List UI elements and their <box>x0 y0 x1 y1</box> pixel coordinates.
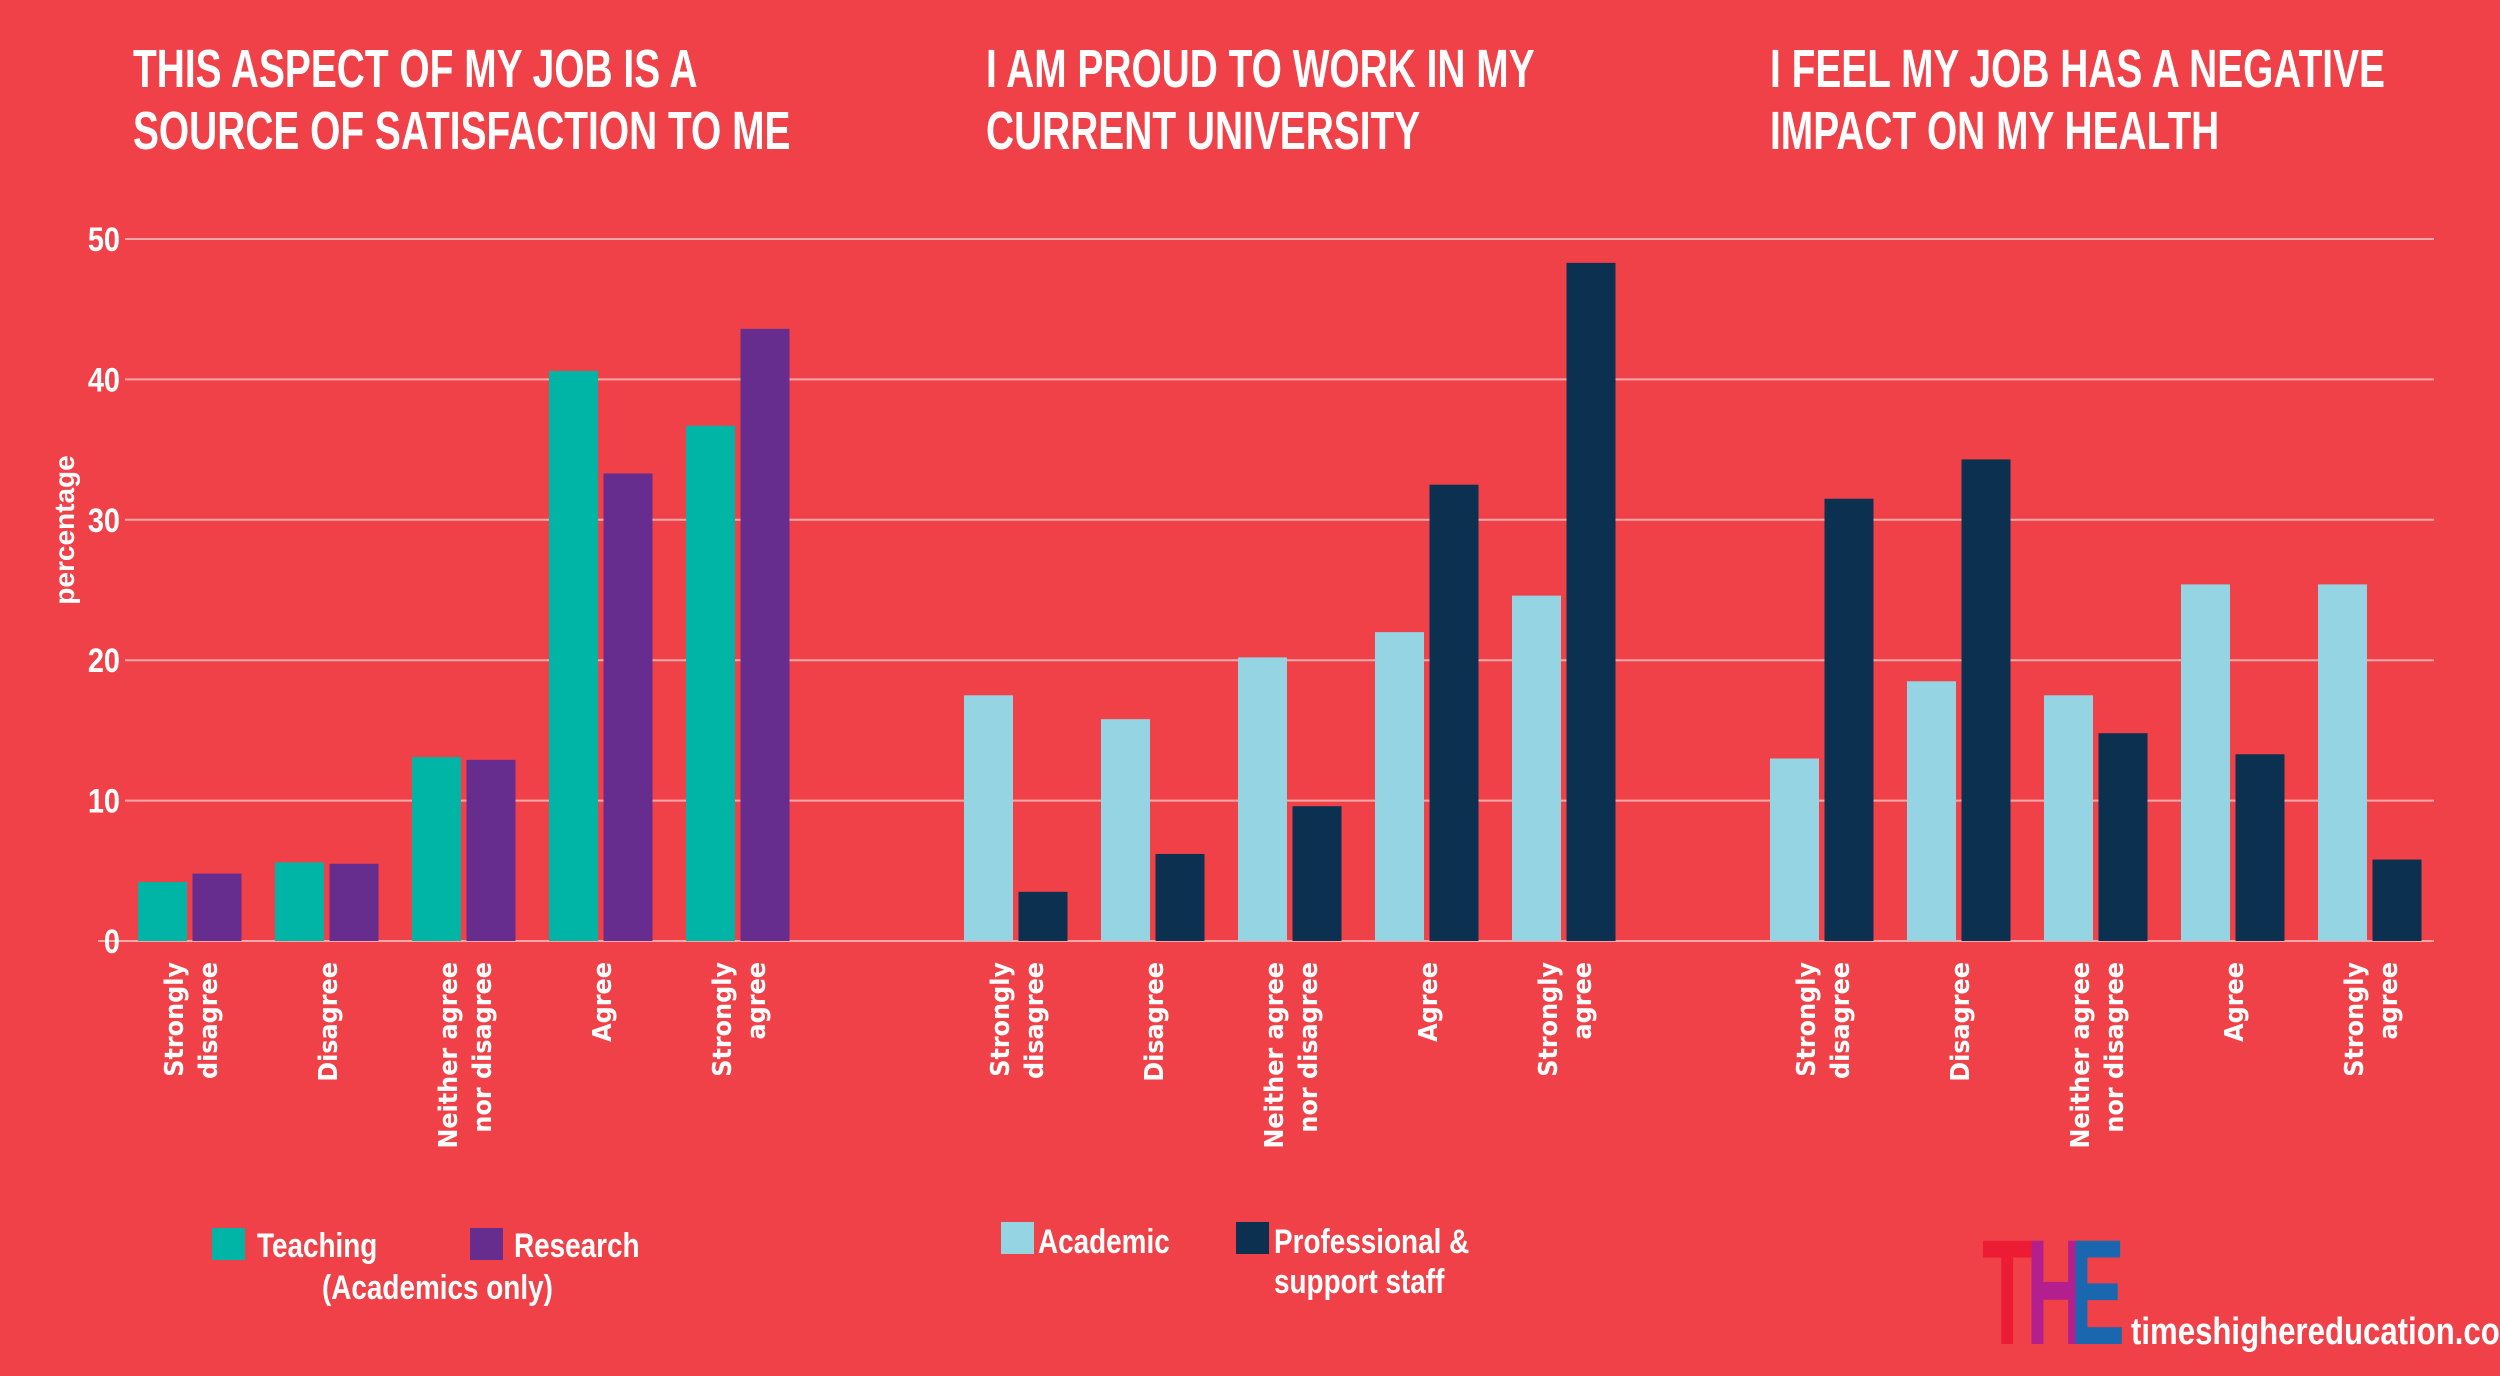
bar-professional-support-staff-2 <box>2098 733 2148 941</box>
legend-text-academic: Academic <box>1038 1223 1170 1261</box>
chart-title-satisfaction: THIS ASPECT OF MY JOB IS A SOURCE OF SAT… <box>133 38 790 162</box>
chart-2-bars <box>964 262 1616 941</box>
bar-academic-0 <box>1770 758 1819 941</box>
x-tick-label: nor disagree <box>1293 962 1323 1133</box>
bar-academic-0 <box>964 695 1013 941</box>
y-axis-ticks: 0 10 20 30 40 50 <box>88 220 120 961</box>
x-tick-label: disagree <box>1825 962 1855 1079</box>
legend-text-note: (Academics only) <box>322 1269 553 1307</box>
logo-letter-h: H <box>2026 1208 2086 1376</box>
title-line: THIS ASPECT OF MY JOB IS A <box>133 39 698 99</box>
x-tick-label: nor disagree <box>2099 962 2129 1133</box>
x-tick-label: Strongly <box>159 962 189 1077</box>
x-tick-label: Disagree <box>313 962 343 1082</box>
bar-academic-4 <box>1512 595 1561 941</box>
title-line: IMPACT ON MY HEALTH <box>1770 101 2220 161</box>
x-tick-label: Strongly <box>985 962 1015 1077</box>
chart-title-proud: I AM PROUD TO WORK IN MY CURRENT UNIVERS… <box>986 38 1535 162</box>
bar-academic-3 <box>2181 584 2230 941</box>
x-tick-label: Neither agree <box>2065 962 2095 1149</box>
bar-professional-support-staff-1 <box>1961 459 2011 941</box>
y-tick-label: 0 <box>104 922 120 961</box>
chart-1-bars <box>138 328 790 942</box>
legend-note: (Academics only) <box>322 1268 604 1308</box>
bar-teaching-1 <box>275 862 324 941</box>
bar-academic-2 <box>1238 657 1287 941</box>
x-tick-label: Disagree <box>1139 962 1169 1082</box>
bar-professional-support-staff-3 <box>1429 484 1479 941</box>
x-tick-label: Agree <box>1413 962 1443 1042</box>
legend-swatch-professional <box>1236 1222 1269 1254</box>
title-line: I AM PROUD TO WORK IN MY <box>986 39 1535 99</box>
bar-academic-3 <box>1375 632 1424 941</box>
legend-swatch-teaching <box>212 1228 245 1260</box>
bar-professional-support-staff-3 <box>2235 754 2285 941</box>
bar-teaching-4 <box>686 425 735 941</box>
title-line: SOURCE OF SATISFACTION TO ME <box>133 101 791 161</box>
bar-academic-4 <box>2318 584 2367 941</box>
bar-professional-support-staff-1 <box>1155 853 1205 941</box>
x-tick-label: Agree <box>2219 962 2249 1042</box>
x-tick-label: agree <box>2373 962 2403 1039</box>
bar-academic-1 <box>1907 681 1956 941</box>
bar-professional-support-staff-4 <box>2372 859 2422 941</box>
website-url[interactable]: timeshighereducation.com <box>2131 1311 2500 1353</box>
y-tick-label: 20 <box>88 641 120 680</box>
title-line: CURRENT UNIVERSITY <box>986 101 1421 161</box>
x-tick-label: nor disagree <box>467 962 497 1133</box>
x-tick-label: Strongly <box>1791 962 1821 1077</box>
chart-3-bars <box>1770 459 2422 941</box>
legend-label-academic: Academic <box>1038 1222 1199 1262</box>
x-tick-label: Strongly <box>2339 962 2369 1077</box>
bar-professional-support-staff-0 <box>1824 498 1874 941</box>
bar-research-1 <box>329 863 379 941</box>
bars <box>138 262 2422 942</box>
x-tick-label: Strongly <box>707 962 737 1077</box>
bar-research-0 <box>192 873 242 941</box>
bar-research-2 <box>466 759 516 941</box>
bar-professional-support-staff-2 <box>1292 806 1342 941</box>
x-tick-label: agree <box>741 962 771 1039</box>
legend-label-research: Research <box>514 1226 667 1266</box>
x-tick-label: Agree <box>587 962 617 1042</box>
legend-label-teaching: Teaching <box>257 1226 404 1266</box>
x-tick-label: Neither agree <box>1259 962 1289 1149</box>
x-tick-label: Strongly <box>1533 962 1563 1077</box>
bar-teaching-3 <box>549 370 598 941</box>
legend-label-professional: Professional & support staff <box>1274 1222 1512 1302</box>
chart-title-health: I FEEL MY JOB HAS A NEGATIVE IMPACT ON M… <box>1770 38 2385 162</box>
title-line: I FEEL MY JOB HAS A NEGATIVE <box>1770 39 2385 99</box>
legend-text-professional-1: Professional & <box>1274 1223 1470 1261</box>
legend-text-teaching: Teaching <box>257 1227 378 1265</box>
x-tick-label: Disagree <box>1945 962 1975 1082</box>
bar-professional-support-staff-4 <box>1566 262 1616 941</box>
bar-academic-2 <box>2044 695 2093 941</box>
logo-letter-t: T <box>1982 1208 2033 1376</box>
legend-text-professional-2: support staff <box>1274 1263 1445 1301</box>
bar-research-4 <box>740 328 790 942</box>
x-tick-label: disagree <box>193 962 223 1079</box>
y-tick-label: 40 <box>88 360 120 399</box>
bar-academic-1 <box>1101 719 1150 941</box>
legend-swatch-research <box>470 1228 503 1260</box>
bar-research-3 <box>603 473 653 941</box>
bar-teaching-0 <box>138 882 187 941</box>
y-tick-label: 10 <box>88 781 120 820</box>
x-axis-labels: Strongly disagree Disagree Neither agree nor… <box>159 962 2403 1149</box>
x-tick-label: Neither agree <box>433 962 463 1149</box>
bar-professional-support-staff-0 <box>1018 891 1068 941</box>
y-axis-label: percentage <box>49 455 80 604</box>
y-tick-label: 50 <box>88 220 120 259</box>
bar-teaching-2 <box>412 757 461 941</box>
x-tick-label: agree <box>1567 962 1597 1039</box>
the-logo: T H E <box>1982 1208 2126 1376</box>
legend-swatch-academic <box>1001 1222 1034 1254</box>
logo-letter-e: E <box>2070 1208 2126 1376</box>
legend-text-research: Research <box>514 1227 640 1265</box>
y-tick-label: 30 <box>88 501 120 540</box>
x-tick-label: disagree <box>1019 962 1049 1079</box>
